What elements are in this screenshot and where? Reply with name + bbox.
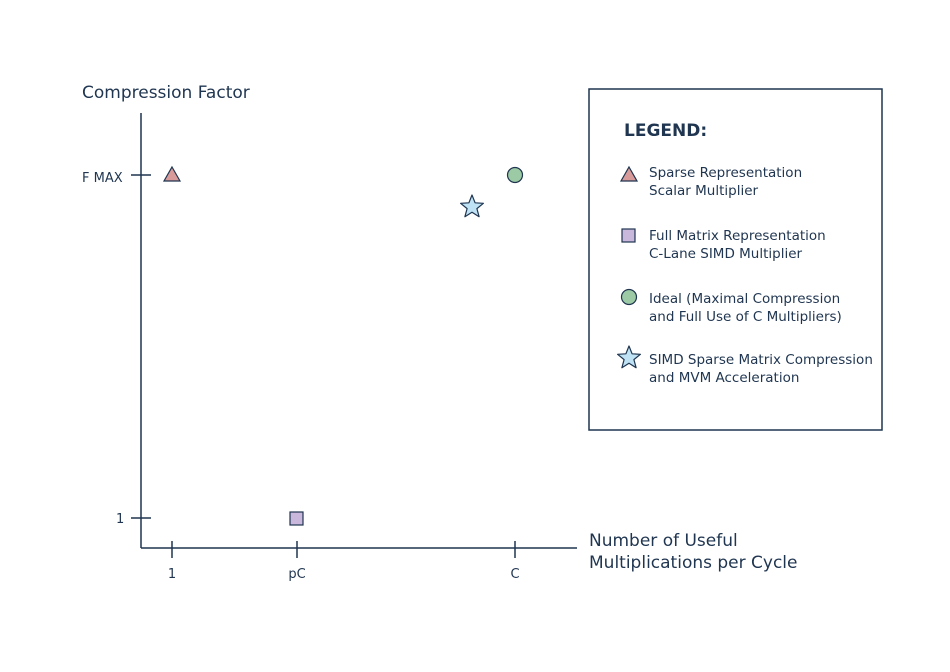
point-sparse-scalar bbox=[162, 165, 182, 182]
x-tick-label-1: 1 bbox=[168, 567, 176, 582]
y-axis-title: Compression Factor bbox=[82, 83, 250, 103]
legend-label-ideal-line-1: Ideal (Maximal Compression bbox=[649, 291, 840, 307]
legend-label-simd-sparse-line-2: and MVM Acceleration bbox=[649, 370, 799, 386]
x-axis-title-line-1: Number of Useful bbox=[589, 531, 738, 551]
legend-marker-triangle bbox=[619, 165, 639, 182]
legend-label-full-matrix-line-1: Full Matrix Representation bbox=[649, 228, 826, 244]
y-tick-label-fmax: F MAX bbox=[82, 171, 123, 186]
legend-label-sparse-line-2: Scalar Multiplier bbox=[649, 183, 759, 199]
legend-marker-star bbox=[616, 345, 642, 369]
legend-box bbox=[588, 88, 883, 431]
legend-title: LEGEND: bbox=[624, 121, 707, 141]
y-tick-label-1: 1 bbox=[116, 512, 124, 527]
legend-label-sparse-line-1: Sparse Representation bbox=[649, 165, 802, 181]
legend-label-ideal-line-2: and Full Use of C Multipliers) bbox=[649, 309, 842, 325]
point-simd-sparse-compression bbox=[460, 194, 484, 218]
legend-marker-square bbox=[621, 228, 636, 243]
point-ideal bbox=[506, 166, 524, 184]
legend-marker-circle bbox=[620, 288, 638, 306]
x-tick-label-pc: pC bbox=[288, 567, 305, 582]
legend-label-simd-sparse-line-1: SIMD Sparse Matrix Compression bbox=[649, 352, 873, 368]
point-full-matrix-simd bbox=[289, 511, 304, 526]
x-tick-label-c: C bbox=[510, 567, 519, 582]
x-axis-title-line-2: Multiplications per Cycle bbox=[589, 553, 797, 573]
legend-label-full-matrix-line-2: C-Lane SIMD Multiplier bbox=[649, 246, 803, 262]
